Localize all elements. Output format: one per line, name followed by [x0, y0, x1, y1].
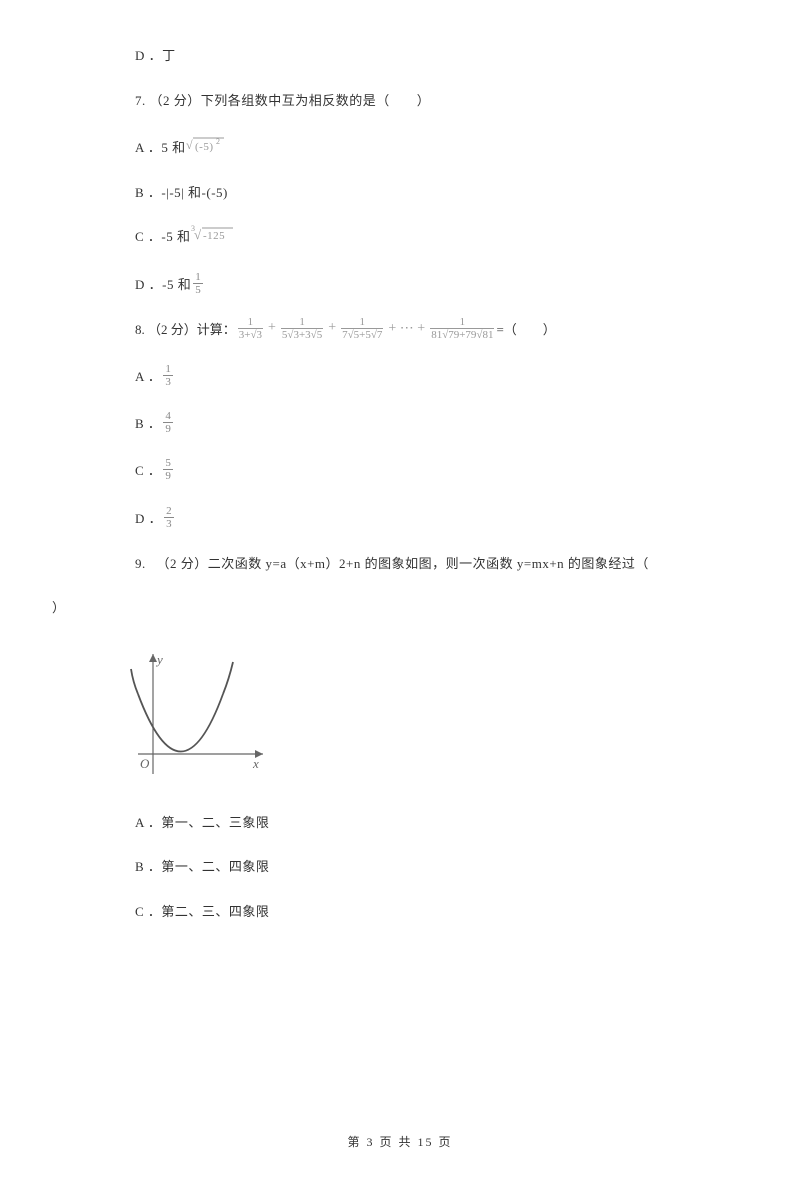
q9-option-c: C ．第二、三、四象限: [135, 902, 700, 923]
page-footer: 第 3 页 共 15 页: [0, 1133, 800, 1150]
plus-sign: +: [268, 320, 276, 336]
q8-a-prefix: A ．: [135, 366, 161, 385]
q8-option-b: B ． 4 9: [135, 410, 700, 435]
q9-graph: y x O: [123, 644, 700, 789]
q8-c-frac: 5 9: [163, 457, 173, 482]
frac-num: 2: [164, 505, 174, 517]
q7-d-frac: 1 5: [193, 271, 203, 296]
x-axis-label: x: [252, 756, 259, 771]
svg-text:√: √: [194, 227, 202, 242]
q8-term-3: 1 7√5+5√7: [341, 316, 383, 341]
plus-sign: +: [328, 320, 336, 336]
q9-stem: 9. （2 分）二次函数 y=a（x+m）2+n 的图象如图，则一次函数 y=m…: [135, 554, 700, 575]
frac-num: 4: [163, 410, 173, 422]
q8-a-frac: 1 3: [163, 363, 173, 388]
svg-text:√: √: [186, 138, 193, 152]
q8-suffix: =（ ）: [496, 319, 555, 338]
frac-den: 3: [164, 517, 174, 530]
frac-num: 5: [163, 457, 173, 469]
frac-num: 1: [247, 316, 255, 328]
frac-num: 1: [459, 316, 467, 328]
q9-option-b: B ．第一、二、四象限: [135, 857, 700, 878]
frac-den: 3+√3: [238, 328, 263, 341]
q8-d-frac: 2 3: [164, 505, 174, 530]
dots: + ⋯ +: [388, 320, 425, 337]
q8-c-prefix: C ．: [135, 460, 161, 479]
frac-num: 1: [193, 271, 203, 283]
q9-option-a: A ．第一、二、三象限: [135, 813, 700, 834]
page: D ．丁 7. （2 分）下列各组数中互为相反数的是（ ） A ．5 和 √ (…: [0, 46, 800, 1178]
q8-term-2: 1 5√3+3√5: [281, 316, 323, 341]
q8-option-d: D ． 2 3: [135, 505, 700, 530]
q8-b-prefix: B ．: [135, 413, 161, 432]
frac-den: 81√79+79√81: [430, 328, 494, 341]
frac-den: 5√3+3√5: [281, 328, 323, 341]
svg-text:2: 2: [216, 137, 221, 146]
q8-option-a: A ． 1 3: [135, 363, 700, 388]
frac-num: 1: [359, 316, 367, 328]
frac-num: 1: [163, 363, 173, 375]
q6-option-d: D ．丁: [135, 46, 700, 67]
q8-stem: 8. （2 分）计算： 1 3+√3 + 1 5√3+3√5 + 1 7√5+5…: [135, 316, 700, 341]
q7-c-prefix: C ．-5 和: [135, 226, 191, 245]
q9-stem-tail: ）: [52, 597, 700, 616]
q7-a-math: √ (-5) 2: [186, 134, 226, 160]
q8-term-last: 1 81√79+79√81: [430, 316, 494, 341]
q7-option-b: B ．-|-5| 和-(-5): [135, 182, 700, 201]
q8-b-frac: 4 9: [163, 410, 173, 435]
q7-a-prefix: A ．5 和: [135, 137, 186, 156]
frac-den: 5: [193, 283, 203, 296]
q8-series: 1 3+√3 + 1 5√3+3√5 + 1 7√5+5√7 + ⋯ + 1 8…: [236, 316, 497, 341]
q7-b-text: B ．-|-5| 和-(-5): [135, 182, 228, 201]
q8-d-prefix: D ．: [135, 508, 162, 527]
q7-option-c: C ．-5 和 3 √ -125: [135, 223, 700, 249]
svg-text:(-5): (-5): [195, 141, 214, 153]
q7-option-a: A ．5 和 √ (-5) 2: [135, 134, 700, 160]
frac-den: 7√5+5√7: [341, 328, 383, 341]
q7-option-d: D ．-5 和 1 5: [135, 271, 700, 296]
q7-d-prefix: D ．-5 和: [135, 274, 191, 293]
q8-option-c: C ． 5 9: [135, 457, 700, 482]
svg-text:-125: -125: [203, 230, 225, 242]
frac-den: 9: [163, 422, 173, 435]
q8-prefix: 8. （2 分）计算：: [135, 319, 236, 338]
origin-label: O: [140, 756, 150, 771]
frac-den: 3: [163, 375, 173, 388]
q8-term-1: 1 3+√3: [238, 316, 263, 341]
q7-stem: 7. （2 分）下列各组数中互为相反数的是（ ）: [135, 91, 700, 112]
frac-den: 9: [163, 469, 173, 482]
y-axis-label: y: [155, 652, 163, 667]
frac-num: 1: [298, 316, 306, 328]
q7-c-math: 3 √ -125: [191, 223, 235, 249]
